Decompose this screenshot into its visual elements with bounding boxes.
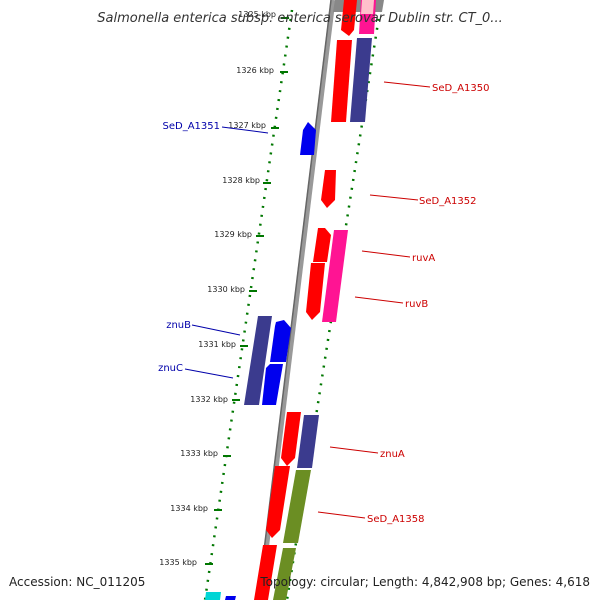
- gene-arrow: [341, 0, 357, 36]
- gene-label: ruvB: [405, 299, 428, 310]
- outer-track-genes: [254, 0, 376, 600]
- gene-arrow: [300, 122, 316, 155]
- gene-arrow: [321, 170, 336, 208]
- tick-marks: [205, 17, 289, 565]
- leader-line: [329, 446, 379, 454]
- gene-arrow: [283, 470, 311, 543]
- backbone-shade: [257, 0, 332, 600]
- gene-label: znuC: [158, 363, 183, 374]
- tick-label: 1334 kbp: [170, 504, 208, 513]
- gene-arrow: [322, 230, 348, 322]
- gene-arrow: [244, 316, 272, 405]
- topology-text: Topology: circular; Length: 4,842,908 bp…: [259, 575, 590, 589]
- gene-arrow: [266, 466, 290, 538]
- gene-label: znuA: [380, 449, 405, 460]
- left-dotted-track: [203, 9, 294, 600]
- inner-track-genes: [205, 122, 316, 600]
- gene-arrow: [331, 40, 352, 122]
- gene-label: ruvA: [412, 253, 435, 264]
- accession-text: Accession: NC_011205: [9, 575, 145, 589]
- gene-arrow: [313, 228, 331, 262]
- gene-label: SeD_A1352: [419, 196, 477, 207]
- tick-label: 1330 kbp: [207, 285, 245, 294]
- leader-line: [383, 81, 431, 88]
- leader-line: [361, 250, 411, 258]
- gene-arrow: [273, 548, 296, 600]
- leader-line: [221, 126, 269, 134]
- tick-label: 1329 kbp: [214, 230, 252, 239]
- tick-label: 1331 kbp: [198, 340, 236, 349]
- gene-arrow: [270, 320, 291, 362]
- gene-arrow: [361, 0, 374, 14]
- gene-arrow: [306, 263, 325, 320]
- gene-arrow: [350, 38, 372, 122]
- leader-line: [191, 324, 241, 336]
- gene-label: SeD_A1350: [432, 83, 490, 94]
- tick-label: 1327 kbp: [228, 121, 266, 130]
- tick-label: 1326 kbp: [236, 66, 274, 75]
- gene-arrow: [225, 596, 236, 600]
- gene-arrow: [254, 545, 277, 600]
- gene-arrow: [297, 415, 319, 468]
- gene-label: SeD_A1351: [163, 121, 221, 132]
- leader-lines: [184, 81, 431, 519]
- gene-arrow: [262, 364, 283, 405]
- tick-label: 1333 kbp: [180, 449, 218, 458]
- tick-label: 1325 kbp: [238, 10, 276, 19]
- leader-line: [354, 296, 404, 304]
- gene-label: SeD_A1358: [367, 514, 425, 525]
- gene-arrow: [281, 412, 301, 466]
- leader-line: [184, 368, 234, 379]
- map-title: Salmonella enterica subsp. enterica sero…: [97, 11, 502, 26]
- tick-label: 1332 kbp: [190, 395, 228, 404]
- gene-label: znuB: [166, 320, 191, 331]
- tick-label: 1328 kbp: [222, 176, 260, 185]
- gene-arrow: [205, 592, 221, 600]
- leader-line: [369, 194, 419, 201]
- leader-line: [317, 511, 366, 519]
- tick-label: 1335 kbp: [159, 558, 197, 567]
